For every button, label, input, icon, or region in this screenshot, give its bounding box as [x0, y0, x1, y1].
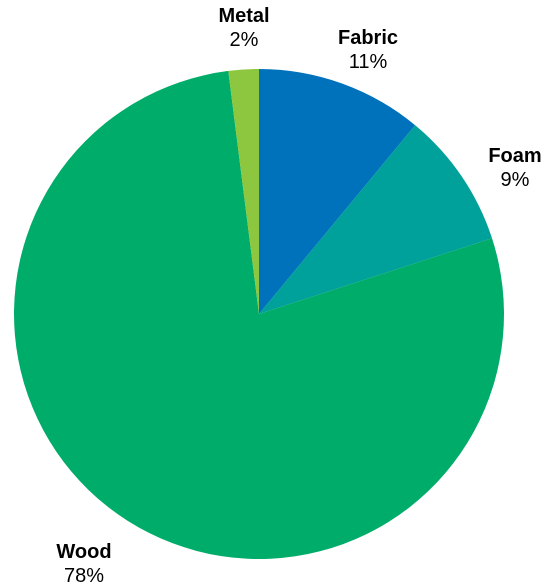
slice-name-metal: Metal [218, 5, 269, 27]
slice-percent-fabric: 11% [349, 51, 388, 73]
slice-label-wood: Wood 78% [56, 541, 111, 587]
pie-labels: Fabric 11% Foam 9% Wood 78% Metal 2% [56, 5, 541, 587]
slice-label-fabric: Fabric 11% [338, 27, 398, 73]
pie-slice-fabric [259, 69, 416, 314]
pie-slice-wood [14, 70, 505, 559]
slice-label-metal: Metal 2% [218, 5, 269, 51]
slice-name-wood: Wood [56, 541, 111, 563]
slice-name-foam: Foam [488, 145, 541, 167]
slice-label-foam: Foam 9% [488, 145, 541, 191]
slice-percent-metal: 2% [230, 29, 259, 51]
pie-slice-foam [259, 125, 493, 314]
pie-slice-metal [228, 69, 259, 314]
slice-percent-foam: 9% [501, 169, 530, 191]
slice-percent-wood: 78% [64, 565, 104, 587]
slice-name-fabric: Fabric [338, 27, 398, 49]
pie-slices [14, 69, 505, 559]
